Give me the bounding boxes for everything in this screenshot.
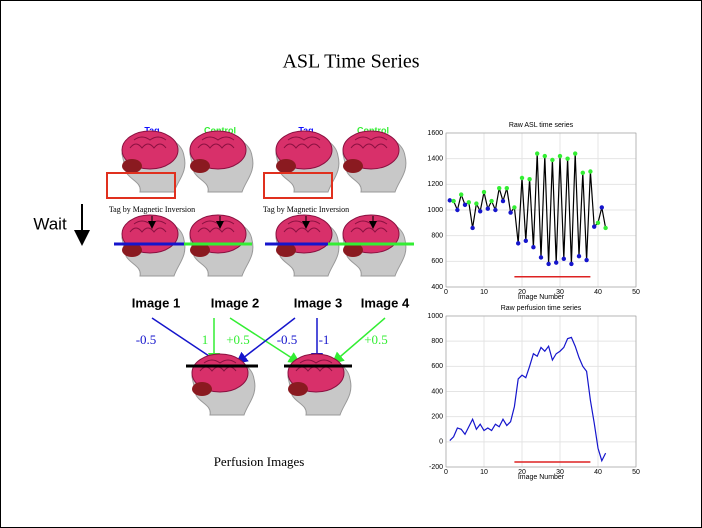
point [459, 192, 463, 196]
y-tick-label: 1600 [427, 130, 443, 137]
inversion-label: Tag by Magnetic Inversion [263, 205, 349, 214]
caption: Perfusion Images [214, 454, 305, 469]
point [520, 176, 524, 180]
point [539, 255, 543, 259]
point [482, 190, 486, 194]
chart-title: Raw perfusion time series [501, 305, 582, 312]
x-tick-label: 30 [556, 469, 564, 476]
y-tick-label: 0 [439, 439, 443, 446]
weight-label: 1 [202, 332, 209, 347]
point [554, 260, 558, 264]
point [493, 208, 497, 212]
point [584, 258, 588, 262]
point [455, 208, 459, 212]
point [588, 169, 592, 173]
point [486, 207, 490, 211]
point [527, 177, 531, 181]
y-tick-label: 800 [431, 233, 443, 240]
slide-border [1, 1, 702, 528]
point [448, 198, 452, 202]
point [558, 154, 562, 158]
slide-title: ASL Time Series [282, 51, 419, 73]
point [474, 201, 478, 205]
weight-label: +0.5 [226, 332, 250, 347]
inversion-label: Tag by Magnetic Inversion [109, 205, 195, 214]
cerebellum [343, 159, 363, 173]
point [501, 199, 505, 203]
x-tick-label: 40 [594, 469, 602, 476]
x-tick-label: 50 [632, 289, 640, 296]
y-tick-label: -200 [429, 464, 443, 471]
point [569, 262, 573, 266]
point [451, 199, 455, 203]
point [550, 158, 554, 162]
x-tick-label: 10 [480, 469, 488, 476]
x-tick-label: 0 [444, 289, 448, 296]
weight-label: -0.5 [136, 332, 157, 347]
x-tick-label: 50 [632, 469, 640, 476]
point [592, 224, 596, 228]
point [512, 205, 516, 209]
point [497, 186, 501, 190]
image-label: Image 1 [132, 295, 180, 310]
x-tick-label: 20 [518, 289, 526, 296]
weight-label: +0.5 [364, 332, 388, 347]
point [546, 262, 550, 266]
image-label: Image 3 [294, 295, 342, 310]
cerebellum [276, 159, 296, 173]
point [543, 154, 547, 158]
slide: ASL Time Series TagControlTagControlTag … [0, 0, 702, 528]
point [463, 203, 467, 207]
x-tick-label: 40 [594, 289, 602, 296]
x-tick-label: 10 [480, 289, 488, 296]
point [573, 151, 577, 155]
cerebellum [122, 159, 142, 173]
y-tick-label: 200 [431, 414, 443, 421]
y-tick-label: 600 [431, 363, 443, 370]
y-tick-label: 400 [431, 284, 443, 291]
cerebellum [288, 382, 308, 396]
point [535, 151, 539, 155]
weight-label: -1 [319, 332, 330, 347]
point [603, 226, 607, 230]
y-tick-label: 400 [431, 388, 443, 395]
point [470, 226, 474, 230]
cerebellum [190, 159, 210, 173]
point [516, 241, 520, 245]
y-tick-label: 1400 [427, 156, 443, 163]
point [596, 221, 600, 225]
y-tick-label: 600 [431, 258, 443, 265]
y-tick-label: 1000 [427, 313, 443, 320]
point [505, 186, 509, 190]
chart-title: Raw ASL time series [509, 122, 574, 129]
point [562, 257, 566, 261]
point [508, 210, 512, 214]
x-tick-label: 0 [444, 469, 448, 476]
image-label: Image 4 [361, 295, 410, 310]
point [531, 245, 535, 249]
point [577, 254, 581, 258]
y-tick-label: 1200 [427, 181, 443, 188]
point [478, 209, 482, 213]
image-label: Image 2 [211, 295, 259, 310]
cerebellum [192, 382, 212, 396]
point [467, 200, 471, 204]
point [489, 199, 493, 203]
point [581, 171, 585, 175]
x-tick-label: 20 [518, 469, 526, 476]
point [565, 156, 569, 160]
x-tick-label: 30 [556, 289, 564, 296]
weight-label: -0.5 [277, 332, 298, 347]
y-tick-label: 800 [431, 338, 443, 345]
y-tick-label: 1000 [427, 207, 443, 214]
point [524, 239, 528, 243]
point [600, 205, 604, 209]
wait-label: Wait [33, 214, 67, 233]
